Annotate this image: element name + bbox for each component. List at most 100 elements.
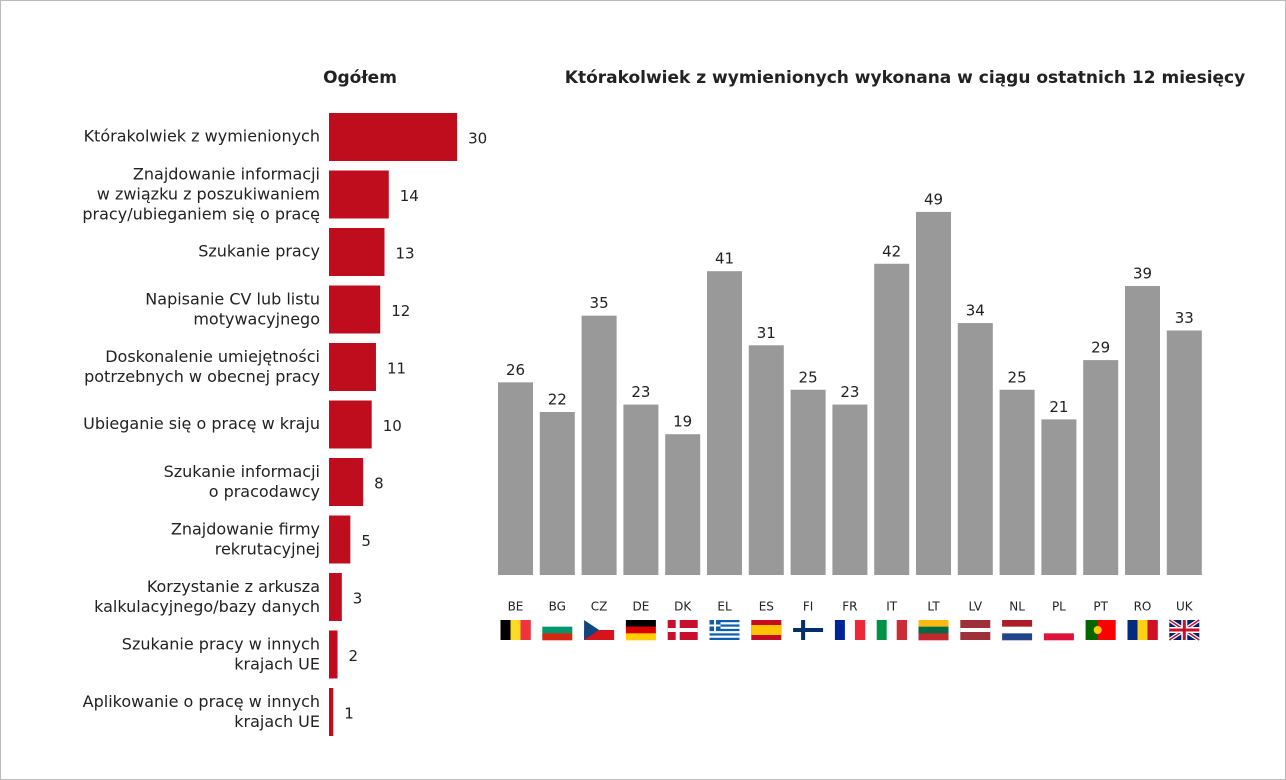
category-label: Znajdowanie firmy rekrutacyjnej [171,519,320,558]
flag-part [876,620,887,640]
x-tick-label: FI [803,600,813,614]
flag-part [510,620,521,640]
value-label: 34 [966,302,985,320]
flag-part [1093,626,1102,634]
x-tick-label: CZ [591,600,608,614]
bar [329,630,338,679]
bar [329,688,334,736]
flag-part [1002,633,1033,641]
value-label: 5 [361,532,371,550]
flag-part [520,620,531,640]
bar [999,389,1035,575]
flag-part [1002,626,1033,634]
value-label: 11 [387,360,406,378]
bar [707,271,742,575]
category-label: Którakolwiek z wymienionych [84,127,320,146]
value-label: 39 [1133,265,1152,283]
value-label: 31 [757,324,776,342]
value-label: 23 [631,383,650,401]
value-label: 42 [882,242,901,260]
flag-part [1137,620,1148,640]
flag [667,620,698,640]
flag-part [625,633,656,641]
flag [500,620,531,640]
flag-part [709,624,721,627]
flag-part [667,628,698,632]
flag-part [918,633,949,641]
flag [751,620,782,640]
bar [329,113,458,161]
flag-part [709,622,740,625]
value-label: 23 [840,383,859,401]
flag-part [1127,620,1138,640]
value-label: 30 [468,130,487,148]
flag [542,620,573,641]
x-tick-label: PT [1093,600,1108,614]
right-title: Którakolwiek z wymienionych wykonana w c… [565,68,1245,88]
flag-part [709,626,740,629]
value-label: 14 [400,187,419,205]
value-label: 25 [1008,368,1027,386]
value-label: 19 [673,413,692,431]
bar [1125,286,1160,575]
bar [916,211,951,575]
flag-part [1147,620,1158,640]
x-tick-label: NL [1009,600,1025,614]
bar [832,404,868,575]
flag [1168,618,1201,642]
flag-part [625,620,656,627]
category-label: Szukanie informacji o pracodawcy [164,462,320,501]
flag-part [584,620,600,640]
bar [329,228,385,276]
bar [874,263,910,575]
flag-part [1002,620,1033,627]
flag-part [960,628,991,632]
category-label: Doskonalenie umiejętności potrzebnych w o… [84,347,320,386]
value-label: 26 [506,361,525,379]
category-label: Ubieganie się o pracę w kraju [83,414,320,433]
x-tick-label: IT [886,600,898,614]
flag-part [1085,620,1098,640]
x-tick-label: RO [1134,600,1152,614]
value-label: 25 [799,368,818,386]
x-tick-label: EL [717,600,732,614]
flag-part [854,620,866,640]
flag-part [886,620,897,640]
flag-part [500,620,511,640]
flag-part [1043,633,1074,641]
flag [625,620,656,641]
flag-part [584,620,615,630]
value-label: 29 [1091,339,1110,357]
value-label: 41 [715,250,734,268]
value-label: 8 [374,475,384,493]
bar [623,404,659,575]
flag-part [896,620,907,640]
bar [957,323,993,575]
flag [1127,620,1158,640]
x-tick-label: DE [632,600,649,614]
bar [329,573,342,621]
flag [876,620,907,640]
bar [329,285,381,334]
value-label: 35 [590,294,609,312]
bar [581,315,617,575]
bar [790,389,826,575]
flag-part [709,631,740,634]
category-label: Korzystanie z arkusza kalkulacyjnego/bazy… [94,577,320,616]
flag [960,620,991,640]
value-label: 49 [924,190,943,208]
category-label: Napisanie CV lub listu motywacyjnego [145,289,320,328]
flag-part [542,626,573,634]
flag [584,620,615,640]
bar [665,434,701,575]
bar [498,382,533,575]
flag-part [918,626,949,634]
flag [1085,620,1116,640]
x-tick-label: DK [674,600,692,614]
value-label: 1 [344,705,354,723]
left-title: Ogółem [323,68,397,88]
bar [329,458,364,506]
flag [709,620,740,640]
